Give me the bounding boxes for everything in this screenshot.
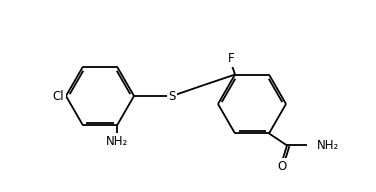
- Text: F: F: [228, 52, 234, 65]
- Text: O: O: [277, 160, 287, 173]
- Text: S: S: [168, 89, 176, 103]
- Text: NH₂: NH₂: [106, 135, 128, 148]
- Text: NH₂: NH₂: [317, 139, 339, 152]
- Text: Cl: Cl: [52, 89, 64, 103]
